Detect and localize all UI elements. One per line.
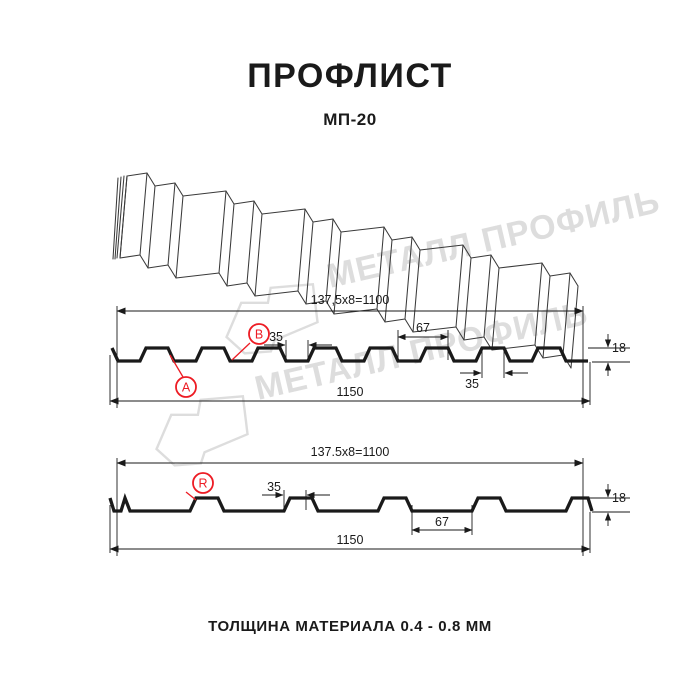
marker-R-circle — [192, 472, 214, 494]
page-subtitle: МП-20 — [323, 110, 377, 129]
profile-top-flat-label: 67 — [416, 321, 430, 335]
profile-top-height-label: 18 — [612, 341, 626, 355]
profile-top-lower-label: 35 — [465, 377, 479, 391]
marker-A-label: A — [182, 381, 191, 395]
isometric-sheet-view — [112, 172, 579, 369]
profile-bottom-width-label: 137.5x8=1100 — [311, 445, 390, 459]
profile-top-lower-dimension — [460, 350, 528, 378]
profile-bottom-section — [108, 492, 594, 513]
profile-top-group: 137,5x8=1100 1150 35 — [109, 293, 630, 408]
profile-top-section — [110, 346, 588, 363]
profile-top-height-dimension — [588, 334, 630, 376]
profile-top-total-label: 1150 — [337, 385, 364, 399]
watermark-text: МЕТАЛЛ ПРОФИЛЬ — [323, 182, 663, 296]
profile-bottom-flat-dimension — [411, 505, 473, 535]
material-thickness-note: ТОЛЩИНА МАТЕРИАЛА 0.4 - 0.8 ММ — [208, 618, 492, 635]
marker-R-label: R — [198, 477, 207, 491]
watermark-logo-icon — [225, 282, 319, 355]
page-title: ПРОФЛИСТ — [247, 57, 453, 95]
profile-top-crest-label: 35 — [269, 330, 283, 344]
profile-top-width-label: 137,5x8=1100 — [311, 293, 390, 307]
marker-A-circle — [175, 376, 197, 398]
profile-top-crest-dimension — [264, 340, 332, 360]
marker-R[interactable]: R — [185, 472, 214, 501]
watermark-logo-icon-2 — [155, 394, 249, 467]
profile-bottom-height-dimension — [588, 484, 630, 526]
marker-A[interactable]: A — [169, 354, 197, 398]
profile-bottom-crest-label: 35 — [267, 480, 281, 494]
marker-B[interactable]: B — [231, 323, 270, 361]
profile-bottom-group: 137.5x8=1100 1150 35 — [108, 445, 630, 556]
profile-top-width-dimension: 137,5x8=1100 — [116, 293, 584, 315]
title-block: ПРОФЛИСТ МП-20 — [0, 56, 700, 130]
profile-top-total-dimension: 1150 — [109, 385, 591, 405]
profile-bottom-flat-label: 67 — [435, 515, 449, 529]
marker-B-label: B — [255, 328, 263, 342]
profile-bottom-total-dimension: 1150 — [109, 533, 591, 553]
profile-bottom-height-label: 18 — [612, 491, 626, 505]
profile-bottom-total-label: 1150 — [337, 533, 364, 547]
marker-B-circle — [248, 323, 270, 345]
profile-bottom-width-dimension: 137.5x8=1100 — [116, 445, 584, 467]
profile-top-flat-dimension — [397, 330, 449, 360]
profile-bottom-crest-dimension — [262, 490, 330, 510]
